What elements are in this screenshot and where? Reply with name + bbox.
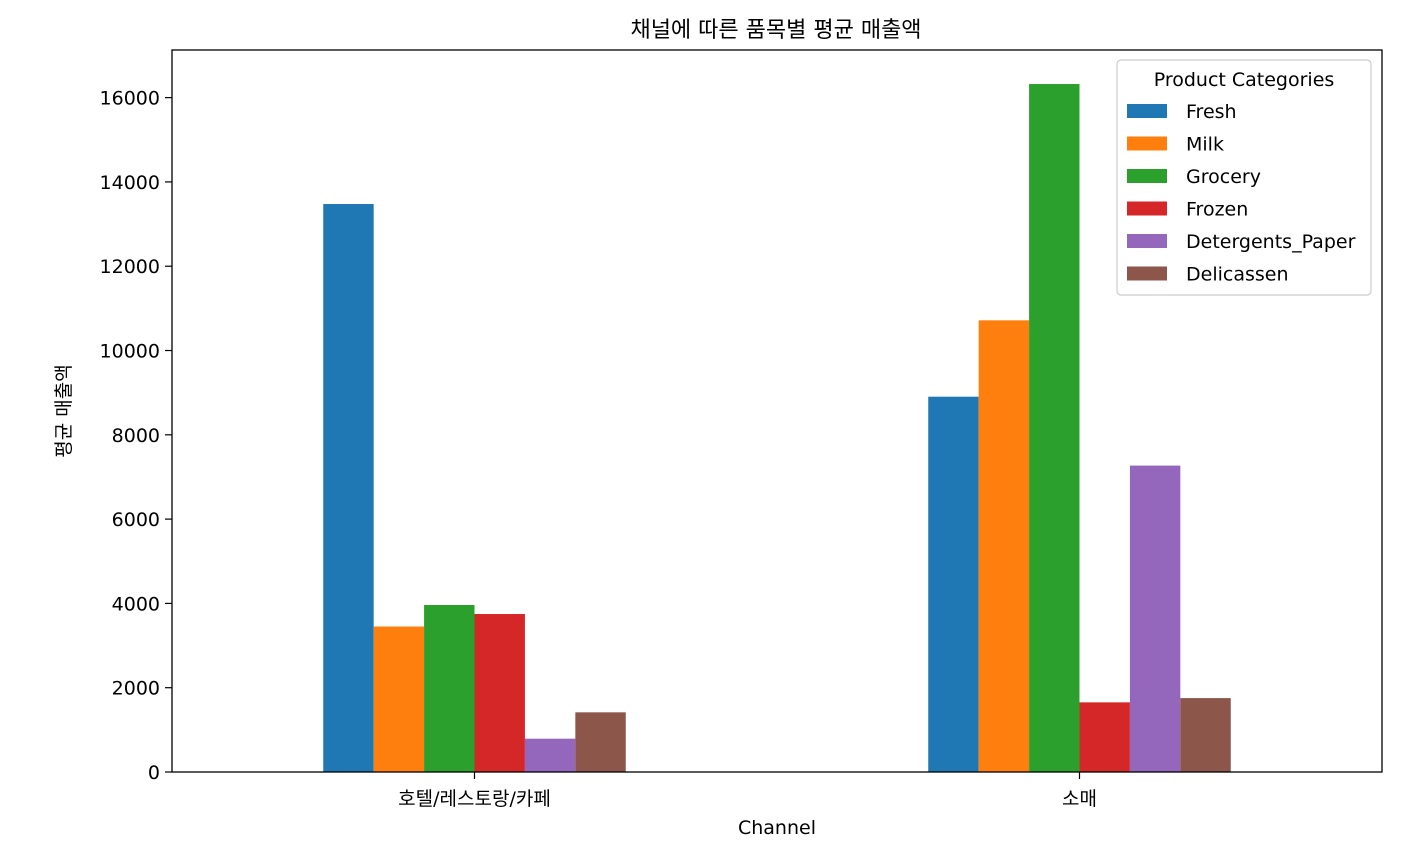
legend-label: Detergents_Paper	[1186, 231, 1356, 253]
y-tick-label: 12000	[100, 256, 160, 278]
bars-group	[323, 84, 1231, 773]
bar-milk	[978, 320, 1030, 772]
y-tick-label: 2000	[112, 678, 160, 700]
legend-swatch-grocery	[1127, 169, 1167, 183]
y-tick-label: 14000	[100, 172, 160, 194]
bar-detergents-paper	[1129, 465, 1181, 772]
legend-title: Product Categories	[1154, 69, 1335, 91]
legend-label: Frozen	[1186, 199, 1248, 221]
legend-label: Delicassen	[1186, 264, 1289, 286]
y-tick-label: 10000	[100, 341, 160, 363]
bar-grocery	[1029, 84, 1080, 773]
x-axis-label: Channel	[738, 817, 816, 839]
legend-swatch-delicassen	[1127, 266, 1167, 281]
legend-swatch-detergents-paper	[1127, 234, 1167, 248]
y-tick-label: 0	[148, 762, 160, 784]
legend-swatch-fresh	[1127, 104, 1167, 118]
y-tick-label: 16000	[100, 88, 160, 110]
bar-delicassen	[1180, 698, 1231, 772]
legend-swatch-milk	[1127, 136, 1167, 151]
x-axis: 호텔/레스토랑/카페 소매	[398, 772, 1097, 810]
legend-swatch-frozen	[1127, 201, 1167, 216]
bar-frozen	[474, 614, 525, 772]
bar-milk	[373, 626, 425, 772]
legend-label: Grocery	[1186, 166, 1261, 188]
bar-fresh	[323, 204, 374, 773]
bar-fresh	[928, 396, 979, 772]
y-axis-label: 평균 매출액	[53, 364, 75, 457]
bar-delicassen	[575, 712, 626, 772]
x-tick-label: 호텔/레스토랑/카페	[398, 788, 551, 810]
y-tick-label: 8000	[112, 425, 160, 447]
y-tick-label: 4000	[112, 593, 160, 615]
y-tick-label: 6000	[112, 509, 160, 531]
legend-label: Fresh	[1186, 101, 1237, 123]
bar-grocery	[424, 605, 475, 772]
x-tick-label: 소매	[1062, 788, 1097, 810]
y-axis: 0 2000 4000 6000 8000 10000 12000 14000 16000	[100, 88, 172, 784]
bar-detergents-paper	[524, 738, 576, 772]
legend-label: Milk	[1186, 134, 1224, 156]
chart-title: 채널에 따른 품목별 평균 매출액	[630, 18, 921, 43]
legend-box	[1116, 59, 1372, 296]
bar-frozen	[1079, 702, 1130, 772]
plot-frame	[171, 49, 1383, 773]
legend: Product Categories Fresh Milk Grocery Frozen…	[1116, 59, 1372, 296]
